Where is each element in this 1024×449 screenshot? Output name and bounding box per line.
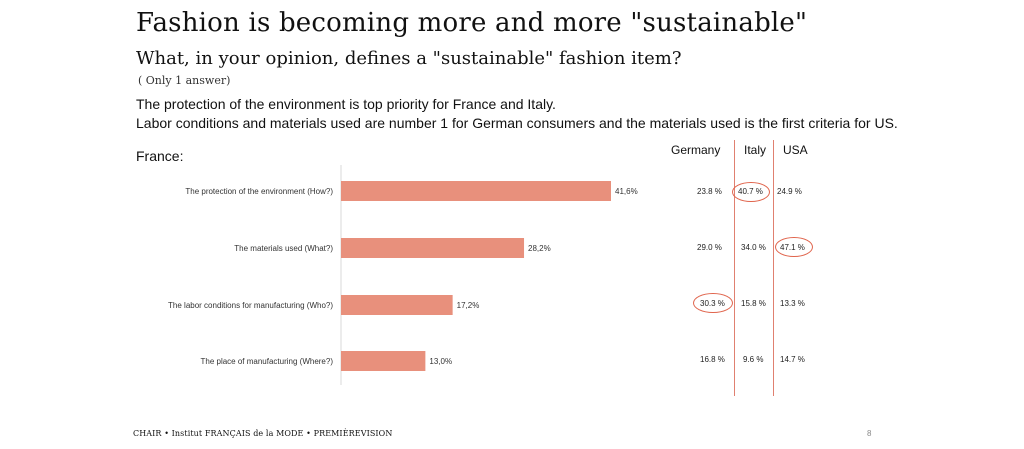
category-label-2: The materials used (What?) [234, 244, 333, 253]
bar-3 [341, 295, 453, 315]
cell-usa-r1: 24.9 % [777, 187, 802, 196]
value-label-2: 28,2% [528, 244, 551, 253]
value-label-3: 17,2% [457, 301, 480, 310]
category-label-1: The protection of the environment (How?) [185, 187, 333, 196]
value-label-4: 13,0% [429, 357, 452, 366]
page-subtitle: What, in your opinion, defines a "sustai… [136, 48, 682, 69]
highlight-circle-italy [732, 182, 770, 202]
cell-germany-r4: 16.8 % [700, 355, 725, 364]
page-title: Fashion is becoming more and more "susta… [136, 8, 808, 38]
answer-note: ( Only 1 answer) [138, 74, 231, 87]
category-label-3: The labor conditions for manufacturing (… [168, 301, 333, 310]
header-italy: Italy [744, 143, 767, 157]
insight-line-1: The protection of the environment is top… [136, 96, 556, 112]
header-usa: USA [783, 143, 808, 157]
page-number: 8 [867, 429, 872, 438]
cell-italy-r4: 9.6 % [743, 355, 764, 364]
cell-germany-r1: 23.8 % [697, 187, 722, 196]
cell-italy-r3: 15.8 % [741, 299, 766, 308]
highlight-circle-usa [775, 237, 813, 257]
footer-credits: CHAIR • Institut FRANÇAIS de la MODE • P… [133, 429, 393, 438]
cell-usa-r4: 14.7 % [780, 355, 805, 364]
value-label-1: 41,6% [615, 187, 638, 196]
cell-germany-r2: 29.0 % [697, 243, 722, 252]
category-label-4: The place of manufacturing (Where?) [200, 357, 333, 366]
highlight-circle-germany [693, 293, 733, 313]
header-germany: Germany [671, 143, 721, 157]
column-divider [734, 140, 735, 396]
bar-1 [341, 181, 611, 201]
chart-title: France: [136, 148, 184, 164]
column-divider [773, 140, 774, 396]
insight-line-2: Labor conditions and materials used are … [136, 115, 898, 131]
bar-4 [341, 351, 426, 371]
cell-usa-r3: 13.3 % [780, 299, 805, 308]
bar-2 [341, 238, 525, 258]
cell-italy-r2: 34.0 % [741, 243, 766, 252]
